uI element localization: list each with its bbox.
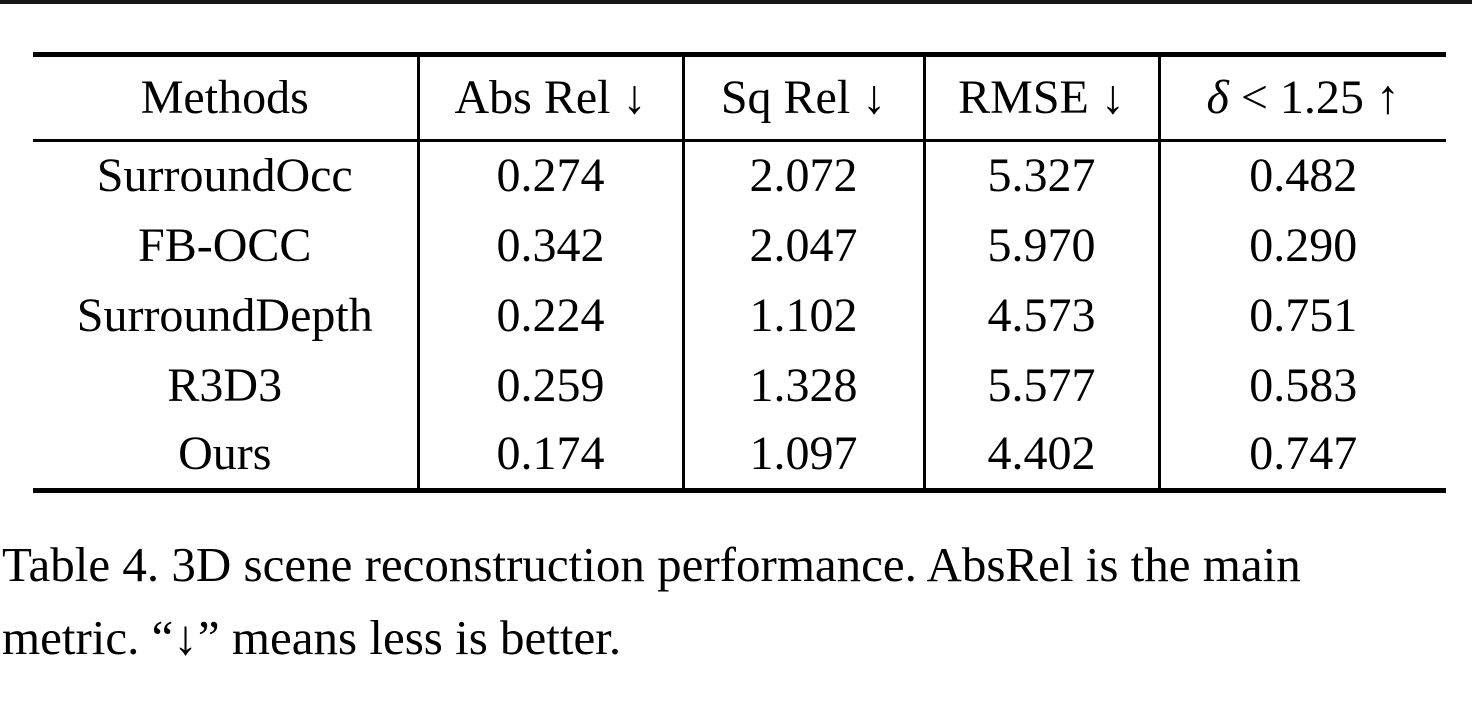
cell-abs-rel: 0.342 xyxy=(416,210,683,281)
header-sq-rel: Sq Rel ↓ xyxy=(681,54,924,142)
cell-sq-rel: 2.072 xyxy=(681,140,924,211)
results-table: Methods Abs Rel ↓ Sq Rel ↓ RMSE ↓ δ < 1.… xyxy=(33,52,1446,493)
table-row: SurroundOcc 0.274 2.072 5.327 0.482 xyxy=(33,140,1446,211)
cell-sq-rel: 1.097 xyxy=(681,420,924,491)
table-row: R3D3 0.259 1.328 5.577 0.583 xyxy=(33,350,1446,421)
cell-delta: 0.290 xyxy=(1157,210,1446,281)
cell-sq-rel: 1.102 xyxy=(681,280,924,351)
top-edge-bar xyxy=(0,0,1472,4)
header-abs-rel: Abs Rel ↓ xyxy=(416,54,683,142)
cell-sq-rel: 1.328 xyxy=(681,350,924,421)
cell-method: SurroundDepth xyxy=(76,288,373,342)
delta-threshold-rest: < 1.25 ↑ xyxy=(1228,71,1400,124)
cell-delta: 0.482 xyxy=(1157,140,1446,211)
cell-method: SurroundOcc xyxy=(96,149,353,203)
table-row: FB-OCC 0.342 2.047 5.970 0.290 xyxy=(33,210,1446,281)
cell-abs-rel: 0.259 xyxy=(416,350,683,421)
cell-rmse: 4.402 xyxy=(922,420,1159,491)
table-caption: Table 4. 3D scene reconstruction perform… xyxy=(2,528,1472,674)
table-header-row: Methods Abs Rel ↓ Sq Rel ↓ RMSE ↓ δ < 1.… xyxy=(33,54,1446,142)
cell-method: R3D3 xyxy=(167,358,283,412)
cell-delta: 0.747 xyxy=(1157,420,1446,491)
table-row: Ours 0.174 1.097 4.402 0.747 xyxy=(33,420,1446,491)
cell-delta: 0.751 xyxy=(1157,280,1446,351)
cell-method: FB-OCC xyxy=(138,218,312,272)
cell-abs-rel: 0.174 xyxy=(416,420,683,491)
table-row: SurroundDepth 0.224 1.102 4.573 0.751 xyxy=(33,280,1446,351)
header-methods: Methods xyxy=(33,54,418,142)
cell-rmse: 5.577 xyxy=(922,350,1159,421)
cell-method: Ours xyxy=(178,427,272,481)
header-rmse: RMSE ↓ xyxy=(922,54,1159,142)
cell-rmse: 5.970 xyxy=(922,210,1159,281)
caption-line-2: metric. “↓” means less is better. xyxy=(2,610,622,665)
cell-rmse: 5.327 xyxy=(922,140,1159,211)
header-delta-threshold: δ < 1.25 ↑ xyxy=(1157,54,1446,142)
delta-symbol: δ xyxy=(1206,71,1229,124)
cell-delta: 0.583 xyxy=(1157,350,1446,421)
caption-line-1: Table 4. 3D scene reconstruction perform… xyxy=(2,537,1301,592)
cell-abs-rel: 0.224 xyxy=(416,280,683,351)
cell-sq-rel: 2.047 xyxy=(681,210,924,281)
cell-abs-rel: 0.274 xyxy=(416,140,683,211)
cell-rmse: 4.573 xyxy=(922,280,1159,351)
